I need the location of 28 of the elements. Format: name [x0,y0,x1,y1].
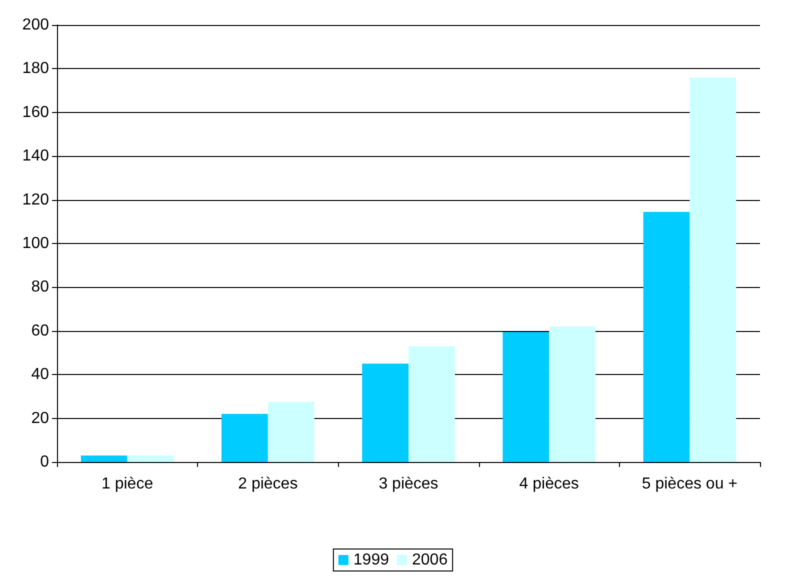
x-tick-label: 3 pièces [378,476,438,492]
y-tick-label: 20 [31,410,50,427]
x-tick-label: 1 pièce [102,476,154,492]
y-tick-label: 160 [22,104,50,121]
x-tick-label: 2 pièces [238,476,298,492]
x-tick-label: 4 pièces [519,476,579,492]
bar [362,364,408,462]
legend-label: 1999 [353,552,390,568]
y-tick-label: 180 [22,60,50,78]
y-tick-label: 0 [40,454,50,470]
y-tick-label: 60 [31,322,50,340]
y-tick-label: 120 [22,191,50,208]
bar [222,414,268,462]
bar [268,402,314,462]
y-tick-label: 140 [22,148,50,165]
bar [549,326,596,462]
y-tick-label: 200 [22,16,50,34]
bar [127,455,174,462]
y-tick-label: 40 [31,366,50,384]
y-tick-label: 80 [31,278,50,296]
bar [80,455,128,462]
bar [408,346,455,462]
x-tick-label: 5 pièces ou + [642,476,738,492]
bar [643,212,690,462]
y-tick-label: 100 [22,235,50,252]
bar [690,77,736,462]
legend-label: 2006 [412,552,448,568]
bar [502,332,550,462]
